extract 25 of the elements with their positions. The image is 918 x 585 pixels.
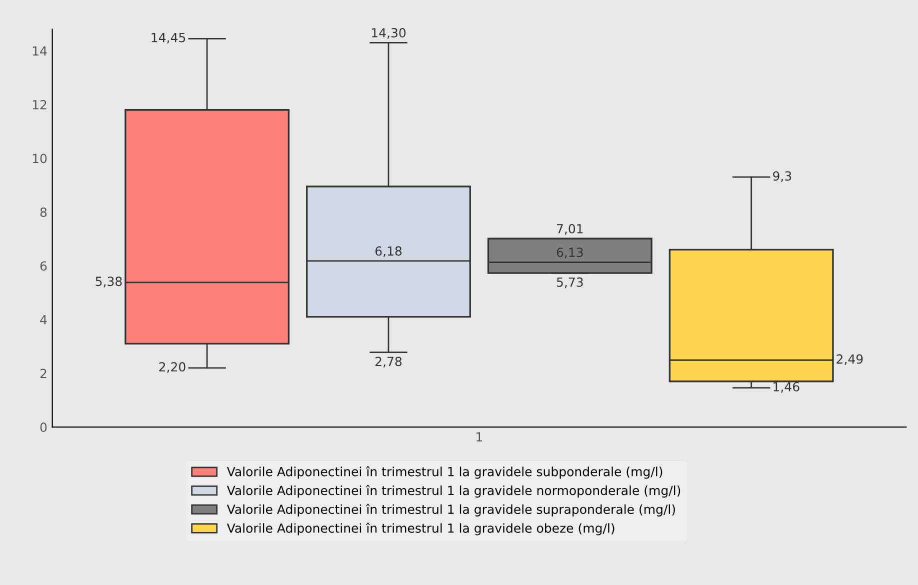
y-tick-label: 2	[40, 368, 46, 378]
y-tick-label: 6	[40, 261, 47, 271]
y-tick-label: 14	[32, 46, 47, 56]
legend-label: Valorile Adiponectinei în trimestrul 1 la gravidele obeze (mg/l)	[226, 522, 614, 536]
y-tick-label: 12	[32, 100, 46, 110]
legend-label: Valorile Adiponectinei în trimestrul 1 la gravidele supraponderale (mg/l)	[226, 504, 675, 516]
y-tick-label: 8	[40, 207, 47, 217]
x-tick-label: 1	[476, 432, 482, 442]
annotation: 2,78	[375, 356, 402, 368]
annotation: 5,38	[96, 276, 122, 288]
y-tick-label: 4	[40, 315, 47, 324]
legend-label: Valorile Adiponectinei în trimestrul 1 la gravidele subponderale (mg/l)	[226, 466, 662, 479]
annotation: 14,30	[372, 28, 406, 39]
annotation: 5,73	[556, 277, 583, 288]
annotation: 7,01	[557, 224, 583, 235]
annotation: 6,13	[556, 248, 583, 258]
annotation: 2,49	[836, 354, 863, 366]
legend-label: Valorile Adiponectinei în trimestrul 1 la gravidele normoponderale (mg/l)	[226, 484, 680, 498]
y-tick-label: 0	[40, 422, 47, 432]
annotation: 2,20	[159, 362, 186, 373]
annotation: 1,46	[774, 382, 800, 393]
annotation: 9,3	[773, 171, 792, 182]
annotation: 6,18	[375, 246, 402, 258]
annotation: 14,45	[152, 32, 186, 44]
y-tick-label: 10	[32, 154, 47, 164]
